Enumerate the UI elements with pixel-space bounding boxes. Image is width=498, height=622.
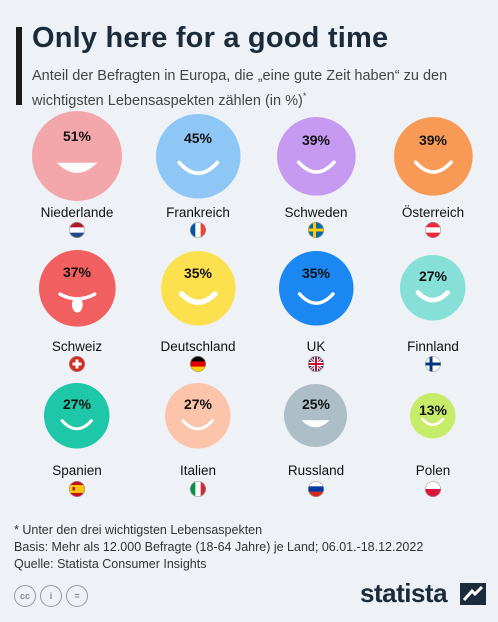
country-label: UK (306, 339, 326, 354)
country-label: Russland (287, 463, 345, 478)
smiley-face-icon (276, 116, 356, 196)
country-label: Frankreich (166, 205, 230, 220)
flag-it-icon (190, 481, 206, 497)
country-label: Polen (415, 463, 451, 478)
flag-ru-icon (308, 481, 324, 497)
value-label: 27% (183, 395, 213, 412)
subtitle-text: Anteil der Befragten in Europa, die „ein… (32, 68, 448, 109)
cc-license-icon[interactable]: cc (14, 585, 36, 607)
flag-de-icon (190, 356, 206, 372)
value-label: 45% (183, 129, 213, 146)
flag-nl-icon (69, 222, 85, 238)
bubble-pl (410, 393, 456, 439)
bubble-es (44, 383, 110, 449)
statista-logo[interactable]: statista (360, 578, 448, 608)
flag-es-icon (69, 481, 85, 497)
country-label: Spanien (52, 463, 102, 478)
value-label: 13% (418, 401, 448, 418)
smiley-face-icon (44, 383, 110, 449)
smiley-face-icon (410, 393, 456, 439)
subtitle-footnote-mark: * (302, 91, 307, 101)
bubble-uk (278, 250, 354, 326)
bubble-se (276, 116, 356, 196)
smiley-face-icon (400, 255, 466, 321)
country-label: Deutschland (160, 339, 236, 354)
statista-logo-mark-icon (460, 583, 486, 605)
bubble-nl (32, 111, 122, 201)
bubble-fr (155, 113, 241, 199)
bubble-de (160, 250, 236, 326)
flag-fr-icon (190, 222, 206, 238)
country-label: Niederlande (40, 205, 114, 220)
smiley-face-icon (393, 116, 473, 196)
value-label: 51% (62, 128, 92, 145)
flag-at-icon (425, 222, 441, 238)
chart-notes: * Unter den drei wichtigsten Lebensaspek… (14, 522, 423, 573)
value-label: 27% (418, 267, 448, 284)
country-label: Schweden (284, 205, 348, 220)
country-label: Finnland (407, 339, 459, 354)
bubble-ru (284, 384, 348, 448)
smiley-face-icon (165, 383, 231, 449)
smiley-face-icon (38, 249, 116, 327)
country-label: Italien (179, 463, 217, 478)
chart-title: Only here for a good time (32, 22, 389, 54)
bubble-ch (38, 249, 116, 327)
smiley-face-icon (278, 250, 354, 326)
bubble-fi (400, 255, 466, 321)
country-label: Schweiz (51, 339, 103, 354)
flag-uk-icon (308, 356, 324, 372)
flag-se-icon (308, 222, 324, 238)
basis-note: Basis: Mehr als 12.000 Befragte (18-64 J… (14, 540, 424, 554)
country-label: Österreich (401, 205, 465, 220)
bubble-at (393, 116, 473, 196)
value-label: 35% (183, 264, 213, 281)
attribution-icon[interactable]: i (40, 585, 62, 607)
value-label: 39% (418, 131, 448, 148)
smiley-face-icon (32, 111, 122, 201)
no-derivatives-icon[interactable]: = (66, 585, 88, 607)
smiley-face-icon (284, 384, 348, 448)
footnote: * Unter den drei wichtigsten Lebensaspek… (14, 523, 263, 537)
flag-pl-icon (425, 481, 441, 497)
value-label: 39% (301, 131, 331, 148)
license-icons: cc i = (14, 585, 88, 607)
chart-subtitle: Anteil der Befragten in Europa, die „ein… (32, 66, 492, 111)
flag-ch-icon (69, 356, 85, 372)
bubble-grid: 51% Niederlande 45% Frankreich 39% Schweden 39… (32, 111, 473, 497)
smiley-face-icon (160, 250, 236, 326)
value-label: 27% (62, 395, 92, 412)
flag-fi-icon (425, 356, 441, 372)
source-note: Quelle: Statista Consumer Insights (14, 557, 207, 571)
value-label: 37% (62, 264, 92, 281)
smiley-face-icon (155, 113, 241, 199)
value-label: 25% (301, 396, 331, 413)
bubble-it (165, 383, 231, 449)
value-label: 35% (301, 264, 331, 281)
title-accent-bar (16, 27, 22, 105)
